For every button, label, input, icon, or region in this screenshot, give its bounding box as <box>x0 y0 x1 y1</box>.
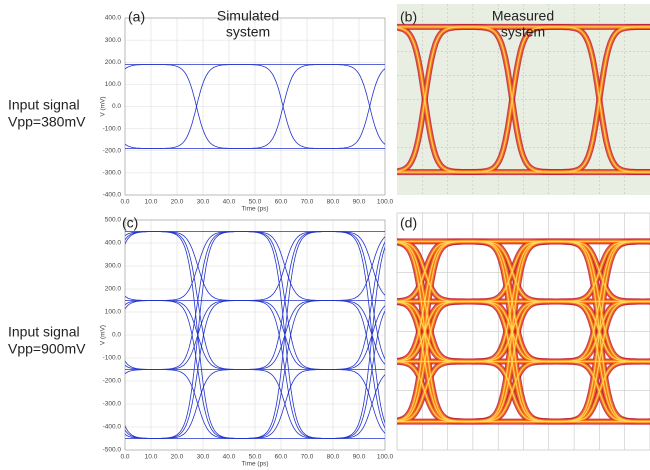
column-title: system <box>226 24 270 40</box>
row-label: Input signal <box>8 97 80 113</box>
scope <box>397 4 650 195</box>
x-tick-label: 0.0 <box>120 199 129 206</box>
y-tick-label: 200.0 <box>105 59 122 66</box>
y-tick-label: 200.0 <box>105 286 122 293</box>
column-title: system <box>501 24 545 40</box>
y-tick-label: -500.0 <box>103 447 122 454</box>
x-tick-label: 20.0 <box>171 454 184 461</box>
y-tick-label: -200.0 <box>103 147 122 154</box>
y-tick-label: 400.0 <box>105 240 122 247</box>
y-tick-label: 100.0 <box>105 309 122 316</box>
y-tick-label: 300.0 <box>105 37 122 44</box>
y-tick-label: 0.0 <box>112 103 121 110</box>
row-label: Vpp=380mV <box>8 114 86 130</box>
eye-trace <box>125 360 155 370</box>
scope <box>397 213 650 450</box>
traces <box>125 231 385 439</box>
y-tick-label: 400.0 <box>105 15 122 22</box>
panel-tag: (c) <box>122 215 138 231</box>
plot-frame <box>124 219 386 451</box>
column-title: Measured <box>492 8 554 24</box>
x-tick-label: 70.0 <box>301 454 314 461</box>
y-tick-label: -400.0 <box>103 424 122 431</box>
y-tick-label: 0.0 <box>112 332 121 339</box>
x-tick-label: 80.0 <box>327 454 340 461</box>
x-tick-label: 50.0 <box>249 199 262 206</box>
scope-trace <box>397 360 469 422</box>
y-axis-label: V (mV) <box>100 325 107 345</box>
plots: -400.0 -300.0 -200.0 -100.0 0.0 100.0 200.0 300… <box>100 4 650 468</box>
x-tick-label: 100.0 <box>377 199 394 206</box>
y-tick-label: -100.0 <box>103 355 122 362</box>
eye-trace <box>125 295 155 301</box>
x-axis-label: Time (ps) <box>241 206 268 213</box>
panel-tag: (d) <box>400 215 417 231</box>
y-axis-label: V (mV) <box>100 96 107 116</box>
x-tick-label: 50.0 <box>249 454 262 461</box>
eye-trace <box>125 143 154 149</box>
row-label: Input signal <box>8 324 80 340</box>
x-tick-label: 60.0 <box>275 199 288 206</box>
eye-trace <box>125 424 155 439</box>
x-tick-label: 30.0 <box>197 454 210 461</box>
x-tick-label: 60.0 <box>275 454 288 461</box>
panel-tag: (b) <box>400 9 417 25</box>
x-tick-label: 90.0 <box>353 199 366 206</box>
x-tick-label: 90.0 <box>353 454 366 461</box>
scope-trace <box>397 26 469 172</box>
plot-frame <box>124 17 386 196</box>
scope-trace <box>397 240 469 422</box>
x-tick-label: 20.0 <box>171 199 184 206</box>
x-tick-label: 40.0 <box>223 199 236 206</box>
x-tick-label: 70.0 <box>301 199 314 206</box>
x-tick-label: 100.0 <box>377 454 394 461</box>
x-axis-label: Time (ps) <box>241 461 268 468</box>
x-tick-label: 40.0 <box>223 454 236 461</box>
y-tick-label: -300.0 <box>103 170 122 177</box>
x-tick-label: 10.0 <box>145 454 158 461</box>
y-tick-label: -300.0 <box>103 401 122 408</box>
y-tick-label: 300.0 <box>105 263 122 270</box>
y-tick-label: -200.0 <box>103 378 122 385</box>
x-tick-label: 10.0 <box>145 199 158 206</box>
scope-trace <box>397 300 469 422</box>
x-tick-label: 30.0 <box>197 199 210 206</box>
x-tick-label: 0.0 <box>120 454 129 461</box>
row-label: Vpp=900mV <box>8 341 86 357</box>
traces <box>125 64 385 149</box>
y-tick-label: 500.0 <box>105 217 122 224</box>
column-title: Simulated <box>217 8 279 24</box>
x-tick-label: 80.0 <box>327 199 340 206</box>
y-tick-label: -100.0 <box>103 125 122 132</box>
y-tick-label: -400.0 <box>103 192 122 199</box>
y-tick-label: 100.0 <box>105 81 122 88</box>
panel-tag: (a) <box>128 9 145 25</box>
